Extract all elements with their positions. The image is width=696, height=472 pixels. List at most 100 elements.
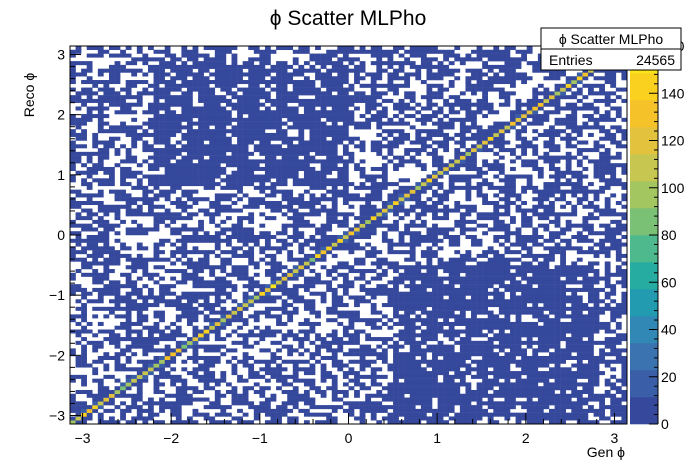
heatmap-cell: [120, 401, 126, 406]
heatmap-cell: [181, 117, 188, 122]
heatmap-cell: [259, 291, 266, 296]
heatmap-cell: [454, 401, 461, 406]
heatmap-cell: [303, 378, 310, 383]
heatmap-cell: [103, 374, 110, 379]
heatmap-cell: [298, 102, 305, 107]
heatmap-cell: [376, 318, 383, 323]
heatmap-cell: [253, 389, 260, 395]
heatmap-cell: [114, 197, 121, 202]
heatmap-cell: [482, 102, 488, 107]
heatmap-cell: [381, 163, 388, 168]
heatmap-cell: [443, 405, 450, 410]
heatmap-cell: [220, 408, 227, 413]
heatmap-cell: [186, 49, 193, 54]
heatmap-cell: [320, 420, 327, 425]
heatmap-cell: [331, 193, 338, 198]
heatmap-cell: [164, 61, 171, 66]
heatmap-cell: [303, 257, 310, 262]
heatmap-cell: [242, 110, 249, 115]
heatmap-cell: [331, 386, 338, 391]
heatmap-cell: [147, 363, 154, 368]
heatmap-cell: [459, 408, 466, 413]
heatmap-cell: [181, 114, 188, 119]
heatmap-cell: [370, 291, 377, 296]
heatmap-cell: [354, 80, 360, 85]
heatmap-cell: [292, 287, 299, 292]
heatmap-cell: [432, 284, 438, 289]
heatmap-cell: [459, 216, 466, 221]
heatmap-cell: [253, 144, 260, 149]
heatmap-cell: [103, 91, 110, 96]
heatmap-cell: [86, 242, 93, 247]
heatmap-cell: [264, 231, 271, 236]
heatmap-cell: [186, 148, 193, 153]
heatmap-cell: [432, 182, 438, 187]
heatmap-cell: [281, 129, 288, 134]
heatmap-cell: [131, 344, 138, 349]
heatmap-cell: [231, 284, 238, 289]
heatmap-cell: [270, 110, 277, 115]
heatmap-cell: [376, 389, 383, 395]
heatmap-cell: [348, 182, 355, 187]
heatmap-cell: [86, 53, 93, 58]
heatmap-cell: [248, 227, 255, 232]
heatmap-cell: [298, 367, 305, 372]
heatmap-cell: [381, 284, 388, 289]
heatmap-cell: [276, 340, 282, 345]
heatmap-cell: [298, 193, 305, 198]
heatmap-cell: [181, 155, 188, 160]
heatmap-cell: [86, 412, 93, 417]
heatmap-cell: [404, 325, 411, 330]
heatmap-cell: [320, 102, 327, 107]
heatmap-cell: [342, 310, 349, 315]
heatmap-cell: [136, 287, 143, 292]
heatmap-cell: [471, 76, 477, 81]
heatmap-cell: [398, 408, 405, 413]
heatmap-cell: [220, 193, 227, 198]
heatmap-cell: [465, 355, 472, 360]
heatmap-cell: [192, 386, 199, 391]
heatmap-cell: [181, 64, 188, 69]
heatmap-cell: [198, 367, 204, 372]
heatmap-cell: [448, 344, 455, 349]
heatmap-cell: [253, 314, 260, 319]
heatmap-cell: [175, 178, 182, 183]
heatmap-cell: [287, 303, 294, 308]
heatmap-cell: [70, 72, 76, 77]
heatmap-cell: [181, 269, 188, 274]
heatmap-cell: [437, 68, 444, 73]
heatmap-cell: [70, 144, 76, 149]
heatmap-cell: [214, 151, 221, 156]
heatmap-cell: [459, 98, 466, 103]
heatmap-cell: [387, 223, 394, 228]
heatmap-cell: [370, 178, 377, 183]
heatmap-cell: [482, 223, 488, 228]
heatmap-cell: [281, 401, 288, 406]
heatmap-cell: [175, 159, 182, 164]
heatmap-cell: [498, 80, 505, 85]
heatmap-cell: [231, 46, 238, 51]
heatmap-cell: [448, 261, 455, 266]
heatmap-cell: [198, 91, 204, 96]
heatmap-cell: [292, 197, 299, 202]
heatmap-cell: [342, 117, 349, 122]
heatmap-cell: [231, 72, 238, 77]
heatmap-cell: [292, 235, 299, 240]
heatmap-cell: [476, 352, 483, 357]
heatmap-cell: [432, 148, 438, 153]
heatmap-cell: [86, 265, 93, 270]
heatmap-cell: [448, 405, 455, 410]
heatmap-cell: [454, 306, 461, 311]
heatmap-cell: [242, 291, 249, 296]
heatmap-cell: [471, 102, 477, 107]
heatmap-cell: [309, 197, 316, 202]
heatmap-cell: [487, 314, 494, 319]
heatmap-cell: [359, 98, 366, 103]
heatmap-cell: [404, 291, 411, 296]
heatmap-cell: [164, 110, 171, 115]
heatmap-cell: [415, 393, 422, 398]
heatmap-cell: [398, 314, 405, 319]
heatmap-cell: [120, 306, 126, 311]
heatmap-cell: [75, 121, 82, 126]
heatmap-cell: [225, 140, 232, 145]
